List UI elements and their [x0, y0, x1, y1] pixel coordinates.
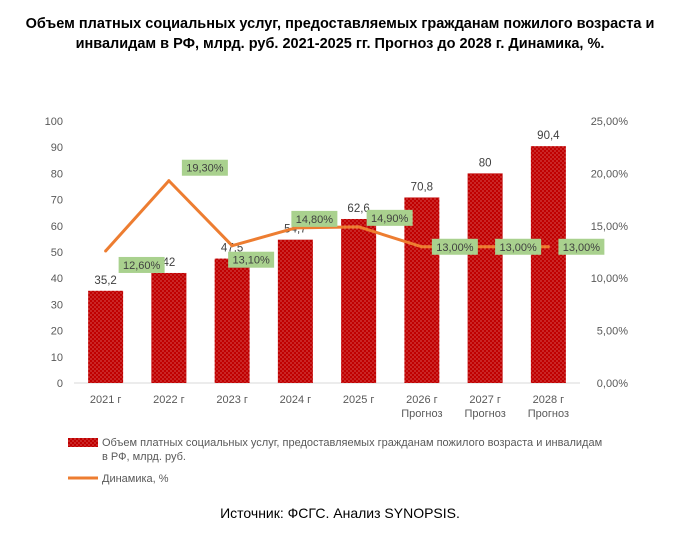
x-tick-label: Прогноз: [464, 408, 505, 420]
bar-series: [88, 146, 566, 383]
line-label-box: [495, 238, 542, 255]
line-point: [546, 245, 550, 249]
y-axis-right: 0,00% 5,00% 10,00% 15,00% 20,00% 25,00%: [591, 116, 629, 390]
bar: [341, 218, 377, 383]
y-left-tick-label: 10: [51, 352, 63, 364]
x-tick-label: 2023 г: [216, 394, 248, 406]
line-value-label: 12,60%: [123, 260, 161, 272]
line-value-labels: 12,60% 19,30% 13,10% 14,80% 14,90% 13,00% 13,0…: [118, 159, 605, 273]
line-point: [167, 179, 171, 183]
chart-title: Объем платных социальных услуг, предоста…: [25, 16, 655, 52]
bar: [277, 239, 313, 383]
line-label-box: [118, 256, 165, 273]
y-left-tick-label: 50: [51, 247, 63, 259]
legend-bar-swatch: [68, 438, 98, 447]
bar: [404, 197, 440, 383]
line-label-box: [228, 251, 275, 268]
line-value-label: 14,90%: [371, 213, 409, 225]
line-label-box: [431, 238, 478, 255]
line-value-label: 13,00%: [436, 242, 474, 254]
y-right-tick-label: 0,00%: [597, 378, 628, 390]
line-value-label: 13,00%: [563, 242, 601, 254]
x-tick-label: 2028 г: [533, 394, 565, 406]
bar-value-label: 35,2: [94, 275, 116, 287]
y-right-tick-label: 20,00%: [591, 168, 629, 180]
x-axis: 2021 г 2022 г 2023 г 2024 г 2025 г 2026 г Прог…: [74, 382, 580, 420]
x-tick-label: 2021 г: [90, 394, 122, 406]
y-left-tick-label: 0: [57, 378, 63, 390]
line-value-label: 14,80%: [296, 214, 334, 226]
line-value-label: 19,30%: [186, 163, 224, 175]
y-right-tick-label: 10,00%: [591, 273, 629, 285]
legend-line-label: Динамика, %: [102, 473, 169, 485]
line-label-box: [366, 209, 413, 226]
y-left-tick-label: 20: [51, 326, 63, 338]
y-left-tick-label: 80: [51, 168, 63, 180]
x-tick-label: 2027 г: [469, 394, 501, 406]
y-left-tick-label: 30: [51, 299, 63, 311]
line-value-label: 13,10%: [232, 255, 270, 267]
bar: [88, 290, 124, 383]
y-left-tick-label: 70: [51, 195, 63, 207]
line-point: [230, 244, 234, 248]
bar: [151, 272, 187, 383]
y-right-tick-label: 25,00%: [591, 116, 629, 128]
bar-value-label: 90,4: [537, 130, 560, 142]
y-axis-left: 0 10 20 30 40 50 60 70 80 90 100: [45, 116, 63, 390]
bar-value-label: 62,6: [347, 203, 369, 215]
bar: [214, 258, 250, 383]
y-left-tick-label: 40: [51, 273, 63, 285]
x-tick-label: 2026 г: [406, 394, 438, 406]
line-value-label: 13,00%: [499, 242, 537, 254]
bar-value-label: 80: [479, 157, 492, 169]
y-left-tick-label: 100: [45, 116, 63, 128]
line-point: [104, 249, 108, 253]
x-tick-label: Прогноз: [528, 408, 569, 420]
x-tick-label: 2024 г: [280, 394, 312, 406]
bar: [530, 146, 566, 383]
bar-value-label: 70,8: [411, 182, 433, 194]
y-left-tick-label: 60: [51, 221, 63, 233]
line-point: [483, 245, 487, 249]
bar-value-label: 42: [162, 257, 175, 269]
source-note: Источник: ФСГС. Анализ SYNOPSIS.: [220, 505, 460, 521]
y-left-tick-label: 90: [51, 142, 63, 154]
x-tick-label: 2022 г: [153, 394, 185, 406]
line-point: [293, 226, 297, 230]
bar: [467, 173, 503, 383]
line-point: [357, 225, 361, 229]
line-point: [420, 245, 424, 249]
x-tick-label: Прогноз: [401, 408, 442, 420]
line-label-box: [181, 159, 228, 176]
x-tick-label: 2025 г: [343, 394, 375, 406]
legend-bar-label-line2: в РФ, млрд. руб.: [102, 451, 186, 463]
line-label-box: [291, 210, 338, 227]
y-right-tick-label: 15,00%: [591, 221, 629, 233]
y-right-tick-label: 5,00%: [597, 326, 628, 338]
line-label-box: [558, 238, 605, 255]
legend: Объем платных социальных услуг, предоста…: [68, 437, 602, 485]
legend-bar-label-line1: Объем платных социальных услуг, предоста…: [102, 437, 602, 449]
